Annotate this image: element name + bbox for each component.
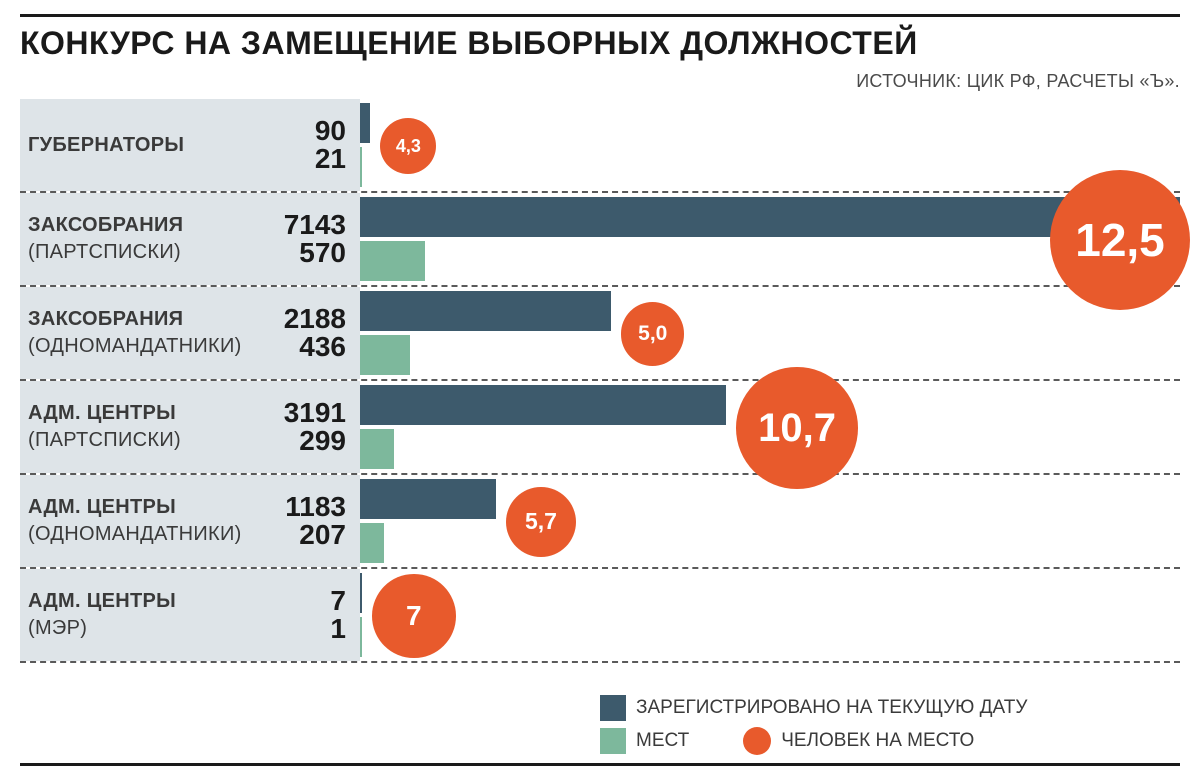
bar-registered [360, 479, 496, 519]
bar-seats [360, 617, 362, 657]
bar-registered [360, 573, 362, 613]
ratio-bubble: 7 [372, 574, 456, 658]
label-main: АДМ. ЦЕНТРЫ [28, 402, 262, 425]
label-sub: (ПАРТСПИСКИ) [28, 241, 262, 264]
ratio-value: 5,7 [525, 508, 557, 535]
numbers: 9021 [262, 117, 352, 173]
bar-seats [360, 429, 394, 469]
label-sub: (ПАРТСПИСКИ) [28, 429, 262, 452]
label-main: ЗАКСОБРАНИЯ [28, 308, 262, 331]
bars-area: 5,7 [360, 475, 1180, 567]
value-seats: 299 [299, 427, 346, 455]
label-main: ГУБЕРНАТОРЫ [28, 134, 262, 157]
numbers: 7143570 [262, 211, 352, 267]
value-seats: 21 [315, 145, 346, 173]
bars-area: 7 [360, 569, 1180, 661]
label-sub: (МЭР) [28, 617, 262, 640]
label-text: АДМ. ЦЕНТРЫ (ПАРТСПИСКИ) [28, 402, 262, 452]
ratio-value: 12,5 [1075, 213, 1165, 267]
bar-seats [360, 241, 425, 281]
numbers: 1183207 [262, 493, 352, 549]
rows-container: ГУБЕРНАТОРЫ90214,3ЗАКСОБРАНИЯ(ПАРТСПИСКИ… [20, 99, 1180, 663]
chart-row: ЗАКСОБРАНИЯ(ПАРТСПИСКИ)714357012,5 [20, 193, 1180, 287]
bars-area: 10,7 [360, 381, 1180, 473]
chart-frame: КОНКУРС НА ЗАМЕЩЕНИЕ ВЫБОРНЫХ ДОЛЖНОСТЕЙ… [20, 14, 1180, 766]
chart-row: ГУБЕРНАТОРЫ90214,3 [20, 99, 1180, 193]
value-registered: 1183 [285, 493, 346, 521]
value-registered: 7 [330, 587, 346, 615]
ratio-bubble: 10,7 [736, 367, 858, 489]
chart-row: АДМ. ЦЕНТРЫ(ПАРТСПИСКИ)319129910,7 [20, 381, 1180, 475]
label-text: ГУБЕРНАТОРЫ [28, 134, 262, 157]
legend-registered-label: ЗАРЕГИСТРИРОВАНО НА ТЕКУЩУЮ ДАТУ [636, 697, 1027, 719]
label-cell: АДМ. ЦЕНТРЫ(МЭР)71 [20, 569, 360, 661]
bar-registered [360, 103, 370, 143]
value-registered: 7143 [284, 211, 346, 239]
bars-area: 4,3 [360, 99, 1180, 191]
value-registered: 3191 [284, 399, 346, 427]
bar-registered [360, 385, 726, 425]
legend-registered: ЗАРЕГИСТРИРОВАНО НА ТЕКУЩУЮ ДАТУ [600, 695, 1180, 721]
ratio-value: 10,7 [758, 406, 836, 451]
label-text: ЗАКСОБРАНИЯ (ПАРТСПИСКИ) [28, 214, 262, 264]
legend: ЗАРЕГИСТРИРОВАНО НА ТЕКУЩУЮ ДАТУ МЕСТ ЧЕ… [600, 689, 1180, 755]
legend-seats-label: МЕСТ [636, 730, 689, 752]
chart-title: КОНКУРС НА ЗАМЕЩЕНИЕ ВЫБОРНЫХ ДОЛЖНОСТЕЙ [20, 17, 1180, 68]
label-cell: АДМ. ЦЕНТРЫ(ОДНОМАНДАТНИКИ)1183207 [20, 475, 360, 567]
label-main: ЗАКСОБРАНИЯ [28, 214, 262, 237]
value-seats: 436 [299, 333, 346, 361]
chart-row: АДМ. ЦЕНТРЫ(ОДНОМАНДАТНИКИ)11832075,7 [20, 475, 1180, 569]
value-registered: 90 [315, 117, 346, 145]
label-text: АДМ. ЦЕНТРЫ (ОДНОМАНДАТНИКИ) [28, 496, 262, 546]
value-registered: 2188 [284, 305, 346, 333]
numbers: 2188436 [262, 305, 352, 361]
ratio-bubble: 4,3 [380, 118, 436, 174]
source-line: ИСТОЧНИК: ЦИК РФ, РАСЧЕТЫ «Ъ». [856, 71, 1180, 92]
label-sub: (ОДНОМАНДАТНИКИ) [28, 523, 262, 546]
numbers: 71 [262, 587, 352, 643]
label-cell: ЗАКСОБРАНИЯ(ОДНОМАНДАТНИКИ)2188436 [20, 287, 360, 379]
label-cell: АДМ. ЦЕНТРЫ(ПАРТСПИСКИ)3191299 [20, 381, 360, 473]
label-main: АДМ. ЦЕНТРЫ [28, 590, 262, 613]
ratio-bubble: 5,7 [506, 487, 576, 557]
value-seats: 207 [299, 521, 346, 549]
bars-area: 5,0 [360, 287, 1180, 379]
bars-area: 12,5 [360, 193, 1180, 285]
value-seats: 1 [330, 615, 346, 643]
label-main: АДМ. ЦЕНТРЫ [28, 496, 262, 519]
numbers: 3191299 [262, 399, 352, 455]
swatch-registered [600, 695, 626, 721]
bar-seats [360, 147, 362, 187]
ratio-value: 4,3 [396, 136, 421, 157]
chart-row: АДМ. ЦЕНТРЫ(МЭР)717 [20, 569, 1180, 663]
bar-registered [360, 291, 611, 331]
label-cell: ГУБЕРНАТОРЫ9021 [20, 99, 360, 191]
label-text: АДМ. ЦЕНТРЫ (МЭР) [28, 590, 262, 640]
bar-seats [360, 335, 410, 375]
bar-seats [360, 523, 384, 563]
label-text: ЗАКСОБРАНИЯ (ОДНОМАНДАТНИКИ) [28, 308, 262, 358]
label-sub: (ОДНОМАНДАТНИКИ) [28, 335, 262, 358]
ratio-bubble: 5,0 [621, 302, 684, 365]
chart-row: ЗАКСОБРАНИЯ(ОДНОМАНДАТНИКИ)21884365,0 [20, 287, 1180, 381]
ratio-value: 5,0 [638, 322, 667, 346]
value-seats: 570 [299, 239, 346, 267]
swatch-seats [600, 728, 626, 754]
label-cell: ЗАКСОБРАНИЯ(ПАРТСПИСКИ)7143570 [20, 193, 360, 285]
swatch-bubble [743, 727, 771, 755]
legend-row2: МЕСТ ЧЕЛОВЕК НА МЕСТО [600, 727, 1180, 755]
ratio-value: 7 [406, 600, 422, 632]
legend-ratio-label: ЧЕЛОВЕК НА МЕСТО [781, 730, 974, 752]
